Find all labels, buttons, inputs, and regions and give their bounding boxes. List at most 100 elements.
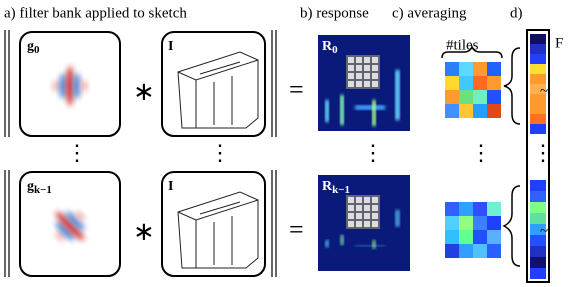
feature-seg [530,34,546,44]
tile-cell [356,213,362,219]
text: ⋮ [66,140,88,165]
tile-cell [348,57,354,63]
tile-cell [372,81,378,87]
tile-cell [372,213,378,219]
gabor-stripe [60,73,67,99]
tile-cell [348,81,354,87]
response-feature [325,240,329,247]
avg-tile [459,62,473,76]
feature-seg [530,104,546,114]
text: ⋮ [470,140,492,165]
feature-seg [530,202,546,213]
tile-cell [372,57,378,63]
label-main: I [168,39,173,54]
avg-tile [473,90,487,104]
tile-cell [356,73,362,79]
label-sub: 0 [332,44,338,56]
avg-tile [459,244,473,258]
diagram: a) filter bank applied to sketch b) resp… [0,0,568,287]
feature-seg [530,54,546,64]
feature-seg [530,180,546,191]
text: ⋮ [362,140,384,165]
avg-tile [487,202,501,216]
text: b) response [300,5,369,21]
feature-seg [530,64,546,74]
response-feature [372,240,376,249]
response-feature [395,70,400,120]
tile-cell [364,221,370,227]
avg-tile [445,90,459,104]
avg-tile [487,62,501,76]
avg-tile [487,230,501,244]
page: a) filter bank applied to sketch b) resp… [0,0,568,287]
tile-cell [372,73,378,79]
feature-seg [530,268,546,279]
tile-cell [364,73,370,79]
label-sub: k−1 [332,184,350,196]
tile-cell [372,221,378,227]
avg-tile [445,76,459,90]
tile-cell [356,65,362,71]
avg-tile [459,76,473,90]
path [504,48,520,124]
tile-cell [372,65,378,71]
text: ⋮ [209,140,231,165]
box-label: I [168,179,173,194]
avg-tile [459,104,473,118]
tile-cell [356,81,362,87]
avg-tile [473,244,487,258]
avg-tile [445,216,459,230]
tile-cell [348,221,354,227]
tile-cell [364,197,370,203]
gabor-stripe [81,80,88,92]
avg-tile [473,104,487,118]
tile-cell [364,205,370,211]
response-feature [325,100,329,122]
avg-tile [445,244,459,258]
label-main: g [27,39,34,54]
tile-cell [356,57,362,63]
text: #tiles [446,37,479,53]
tile-cell [348,197,354,203]
response-feature [372,100,376,126]
label-sub: k−1 [34,184,52,196]
tile-cell [348,73,354,79]
avg-tile [487,244,501,258]
avg-tile [445,230,459,244]
tile-cell [372,205,378,211]
avg-tile [445,202,459,216]
text: a) filter bank applied to sketch [4,5,187,21]
gabor-stripe [67,66,74,106]
tile-cell [364,213,370,219]
tilde: ~ [540,223,548,239]
feature-seg [530,213,546,224]
box-label: I [168,39,173,54]
equals-op: = [289,215,304,244]
gabor-stripe [53,80,60,92]
avg-tile [445,62,459,76]
tile-cell [364,65,370,71]
response-feature [340,235,344,245]
avg-tile [487,76,501,90]
avg-tile [487,90,501,104]
avg-tile [445,104,459,118]
avg-tile [473,230,487,244]
label-main: g [27,179,34,194]
tile-cell [364,81,370,87]
feature-seg [530,114,546,124]
tilde: ~ [540,83,548,99]
avg-tile [459,216,473,230]
tile-cell [348,213,354,219]
response-feature [340,95,344,125]
response-feature [355,245,385,247]
avg-tile [487,216,501,230]
tile-cell [348,205,354,211]
feature-seg [530,257,546,268]
tile-cell [356,197,362,203]
feature-seg [530,191,546,202]
tile-cell [364,57,370,63]
response-feature [395,210,400,227]
text: c) averaging [392,5,467,21]
label-main: I [168,179,173,194]
feature-dots: ⋮ [532,140,554,165]
